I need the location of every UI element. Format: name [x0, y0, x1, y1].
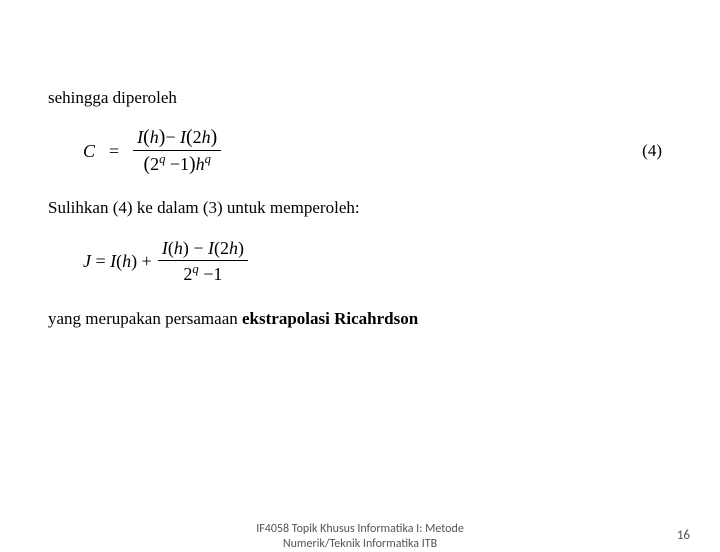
eq1-denominator: (2q −1)hq [139, 152, 214, 176]
slide-body: sehingga diperoleh C = I(h)− I(2h) (2q −… [48, 88, 672, 329]
intro-text: sehingga diperoleh [48, 88, 672, 108]
eq2-fraction: I(h) − I(2h) 2q −1 [158, 238, 248, 285]
eq2-denominator: 2q −1 [179, 262, 226, 285]
equation-1-row: C = I(h)− I(2h) (2q −1)hq (4) [48, 126, 672, 176]
conclusion-text: yang merupakan persamaan ekstrapolasi Ri… [48, 309, 672, 329]
eq2-numerator: I(h) − I(2h) [158, 238, 248, 259]
eq2-bar [158, 260, 248, 261]
eq1-number: (4) [642, 141, 662, 161]
equation-2: J = I(h) + I(h) − I(2h) 2q −1 [83, 238, 672, 285]
page-number: 16 [677, 528, 690, 543]
equation-1: C = I(h)− I(2h) (2q −1)hq [83, 126, 221, 176]
eq2-lhs: J = I(h) + [83, 251, 152, 272]
eq1-lhs: C [83, 141, 95, 162]
eq1-numerator: I(h)− I(2h) [133, 126, 221, 149]
eq1-fraction: I(h)− I(2h) (2q −1)hq [133, 126, 221, 176]
eq1-equals: = [109, 141, 119, 162]
richardson-term: ekstrapolasi Ricahrdson [242, 309, 418, 328]
footer-course: IF4058 Topik Khusus Informatika I: Metod… [210, 522, 510, 552]
substitution-text: Sulihkan (4) ke dalam (3) untuk memperol… [48, 198, 672, 218]
eq1-bar [133, 150, 221, 151]
